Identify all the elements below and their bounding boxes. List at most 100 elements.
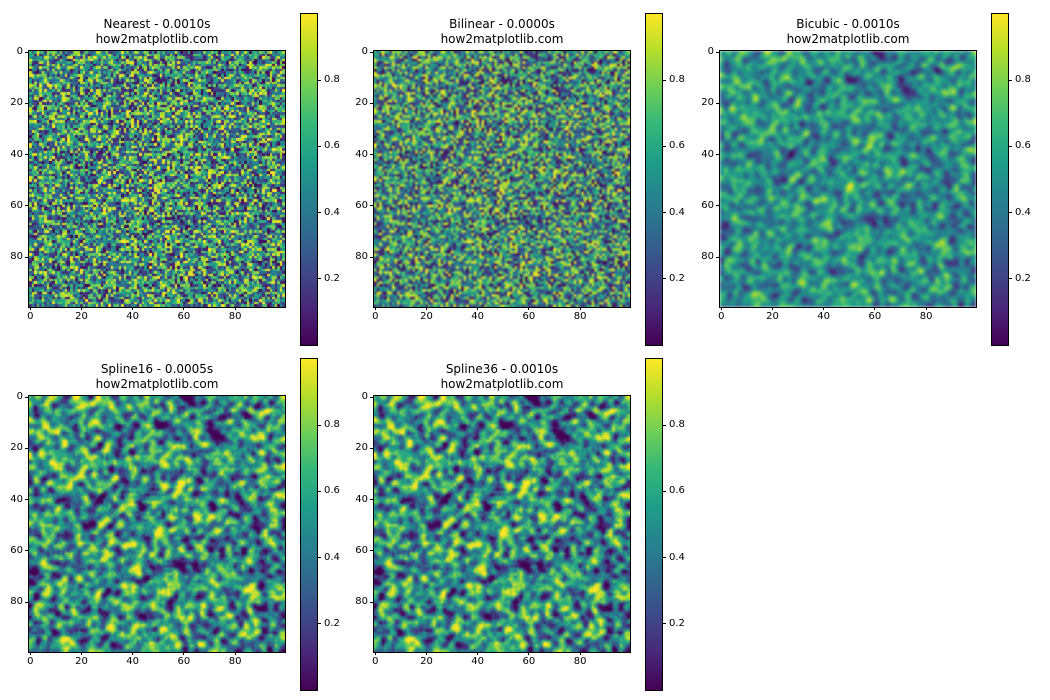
colorbar-tick-label: 0.4 (1015, 206, 1031, 218)
y-tick-label: 40 (701, 148, 714, 160)
image-axes (373, 50, 631, 308)
chart-title: Spline36 - 0.0010s (445, 362, 559, 376)
y-tick-mark (25, 102, 28, 104)
x-tick-mark (579, 652, 581, 655)
colorbar-tick-mark (663, 145, 666, 147)
y-tick-mark (370, 499, 373, 501)
y-tick-label: 0 (16, 391, 23, 403)
y-tick-label: 60 (10, 199, 23, 211)
x-tick-label: 0 (27, 311, 34, 322)
x-tick-label: 40 (471, 311, 485, 322)
colorbar-tick-label: 0.6 (1015, 140, 1031, 152)
colorbar (300, 13, 318, 346)
colorbar-tick-label: 0.2 (324, 617, 340, 629)
y-tick-mark (370, 102, 373, 104)
image-axes (719, 50, 977, 308)
y-tick-mark (25, 396, 28, 398)
colorbar-tick-mark (663, 212, 666, 214)
y-tick-label: 80 (10, 251, 23, 263)
y-tick-mark (716, 205, 719, 207)
x-tick-mark (477, 307, 479, 310)
x-tick-mark (80, 652, 82, 655)
x-tick-mark (579, 307, 581, 310)
chart-title: Spline16 - 0.0005s (100, 362, 214, 376)
image-axes (28, 395, 286, 653)
colorbar-tick-mark (663, 490, 666, 492)
y-tick-label: 20 (355, 442, 368, 454)
chart-subtitle: how2matplotlib.com (95, 377, 219, 391)
x-tick-mark (720, 307, 722, 310)
colorbar-tick-label: 0.2 (669, 617, 685, 629)
y-tick-label: 80 (355, 251, 368, 263)
y-tick-mark (370, 601, 373, 603)
chart-title: Bicubic - 0.0010s (796, 17, 900, 31)
colorbar-tick-label: 0.8 (669, 74, 685, 86)
colorbar (645, 358, 663, 691)
colorbar-tick-mark (318, 557, 321, 559)
colorbar-tick-mark (1009, 145, 1012, 147)
x-tick-mark (425, 652, 427, 655)
colorbar-tick-mark (318, 424, 321, 426)
x-tick-mark (823, 307, 825, 310)
x-tick-label: 20 (75, 311, 88, 322)
y-tick-label: 40 (10, 148, 23, 160)
y-tick-label: 60 (10, 544, 23, 556)
x-tick-label: 0 (27, 656, 34, 667)
x-tick-label: 40 (817, 311, 831, 322)
x-tick-mark (183, 307, 185, 310)
colorbar-tick-label: 0.6 (324, 140, 340, 152)
colorbar (300, 358, 318, 691)
y-tick-label: 20 (701, 97, 714, 109)
colorbar-tick-label: 0.8 (669, 419, 685, 431)
heatmap-image (374, 51, 630, 307)
colorbar-tick-mark (663, 79, 666, 81)
x-tick-mark (132, 652, 134, 655)
x-tick-mark (29, 652, 31, 655)
colorbar-tick-label: 0.8 (1015, 74, 1031, 86)
y-tick-label: 80 (10, 596, 23, 608)
colorbar (645, 13, 663, 346)
x-tick-label: 80 (573, 656, 587, 667)
colorbar-tick-mark (318, 145, 321, 147)
colorbar-tick-label: 0.6 (669, 485, 685, 497)
chart-subtitle: how2matplotlib.com (440, 377, 564, 391)
x-tick-label: 60 (177, 656, 191, 667)
chart-subtitle: how2matplotlib.com (786, 32, 910, 46)
y-tick-mark (370, 396, 373, 398)
colorbar-tick-mark (1009, 79, 1012, 81)
x-tick-mark (183, 652, 185, 655)
chart-title: Bilinear - 0.0000s (449, 17, 555, 31)
colorbar-tick-label: 0.6 (669, 140, 685, 152)
x-tick-mark (425, 307, 427, 310)
colorbar-tick-mark (1009, 212, 1012, 214)
colorbar-tick-label: 0.4 (324, 551, 340, 563)
chart-title: Nearest - 0.0010s (103, 17, 211, 31)
chart-subtitle: how2matplotlib.com (440, 32, 564, 46)
y-tick-label: 40 (10, 493, 23, 505)
x-tick-label: 60 (177, 311, 191, 322)
x-tick-mark (374, 652, 376, 655)
heatmap-image (29, 396, 285, 652)
x-tick-label: 0 (718, 311, 725, 322)
y-tick-label: 60 (355, 199, 368, 211)
colorbar-tick-label: 0.4 (669, 551, 685, 563)
x-tick-mark (925, 307, 927, 310)
colorbar-tick-mark (663, 623, 666, 625)
y-tick-mark (25, 205, 28, 207)
y-tick-mark (370, 205, 373, 207)
y-tick-label: 60 (701, 199, 714, 211)
y-tick-mark (25, 447, 28, 449)
x-tick-label: 20 (420, 311, 433, 322)
x-tick-mark (80, 307, 82, 310)
colorbar-tick-mark (318, 623, 321, 625)
y-tick-mark (370, 51, 373, 53)
x-tick-label: 60 (522, 311, 536, 322)
colorbar-tick-mark (318, 490, 321, 492)
x-tick-mark (132, 307, 134, 310)
colorbar-tick-mark (318, 278, 321, 280)
x-tick-label: 80 (228, 656, 242, 667)
x-tick-label: 40 (471, 656, 485, 667)
x-tick-mark (477, 652, 479, 655)
x-tick-label: 40 (126, 656, 140, 667)
